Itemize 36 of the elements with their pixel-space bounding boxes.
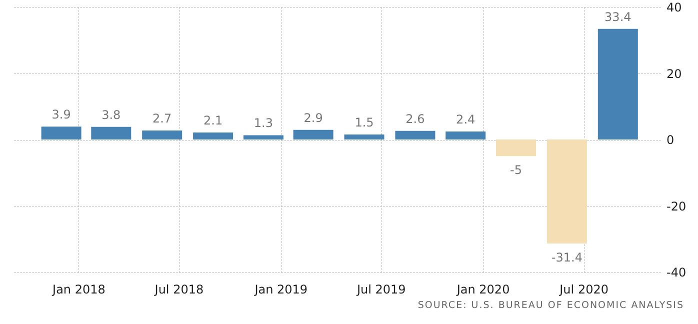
x-tick-label: Jul 2020 [558, 282, 608, 296]
data-label: 1.3 [254, 116, 273, 130]
x-tick-label: Jul 2018 [154, 282, 204, 296]
data-label: 2.1 [204, 114, 223, 128]
data-label: 3.8 [102, 108, 121, 122]
x-tick-label: Jan 2020 [456, 282, 510, 296]
x-tick-label: Jul 2019 [356, 282, 406, 296]
bar [193, 132, 234, 140]
bar [496, 140, 536, 156]
bar [41, 126, 82, 140]
x-tick-label: Jan 2019 [254, 282, 308, 296]
bar [598, 28, 638, 140]
data-label: 2.7 [152, 112, 172, 126]
data-label: 1.5 [354, 116, 374, 130]
bar [395, 130, 436, 140]
data-label: -31.4 [551, 250, 582, 265]
bar [91, 126, 132, 140]
bar [446, 132, 486, 140]
data-label: 2.9 [304, 110, 323, 125]
data-label: 2.6 [406, 112, 425, 126]
source-note: SOURCE: U.S. BUREAU OF ECONOMIC ANALYSIS [418, 300, 684, 311]
data-label: 33.4 [604, 10, 632, 24]
bar [546, 140, 587, 244]
x-tick-label: Jan 2018 [52, 282, 106, 296]
y-tick-label: -20 [666, 199, 686, 214]
y-tick-label: 20 [666, 66, 682, 81]
y-tick-label: -40 [666, 266, 686, 280]
data-label: -5 [510, 163, 522, 178]
y-tick-label: 0 [666, 133, 674, 147]
bar [293, 130, 334, 140]
data-label: 3.9 [52, 108, 71, 122]
bar [243, 135, 284, 140]
y-tick-label: 40 [666, 0, 682, 14]
data-label: 2.4 [456, 112, 476, 127]
bar [344, 134, 384, 140]
bar [142, 130, 182, 140]
